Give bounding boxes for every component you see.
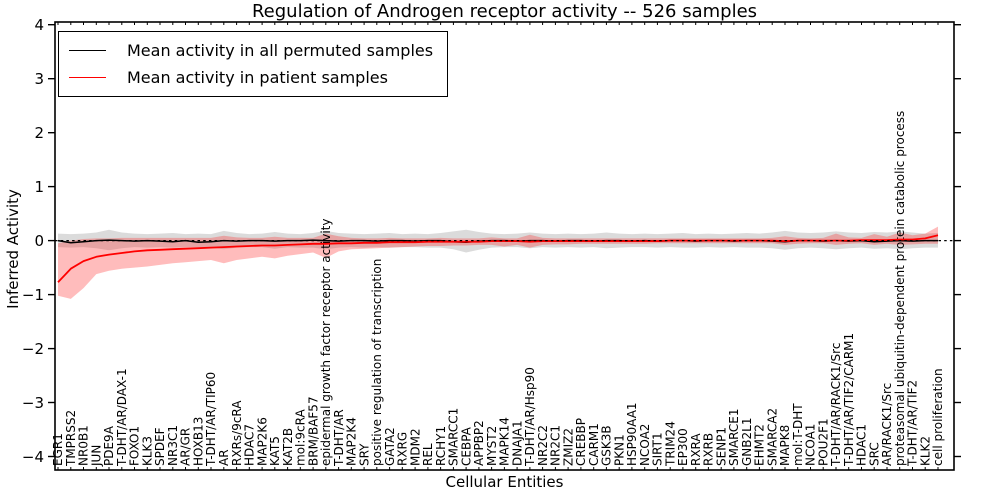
legend-item-patient: Mean activity in patient samples (69, 64, 433, 91)
x-category-label: cell proliferation (931, 368, 945, 466)
x-category-label: GATA2 (383, 427, 397, 466)
x-category-label: AR (217, 449, 231, 466)
x-category-label: TMPRSS2 (64, 410, 78, 467)
x-category-label: T-DHT/AR (332, 409, 346, 467)
x-category-label: SMARCC1 (447, 408, 461, 466)
x-axis-title: Cellular Entities (445, 473, 564, 491)
x-category-label: KAT2B (281, 428, 295, 466)
y-tick-label: 4 (34, 16, 44, 34)
x-category-label: NR3C1 (166, 425, 180, 466)
x-category-label: AR/RACK1/Src (880, 383, 894, 466)
x-category-label: T-DHT/AR/TIF2/CARM1 (842, 333, 856, 467)
x-category-label: RXRG (396, 432, 410, 466)
x-category-label: T-DHT/AR/DAX-1 (115, 368, 129, 467)
x-category-label: BRM/BAF57 (306, 396, 320, 466)
x-category-label: SMARCE1 (727, 408, 741, 466)
y-tick-label: −1 (22, 286, 44, 304)
x-category-label: CREBBP (574, 418, 588, 466)
y-tick-label: 3 (34, 70, 44, 88)
x-category-label: NCOA1 (804, 424, 818, 466)
x-category-label: KAT5 (268, 436, 282, 466)
chart-title: Regulation of Androgen receptor activity… (251, 1, 758, 22)
x-category-label: NCOA2 (638, 424, 652, 466)
x-category-label: proteasomal ubiquitin-dependent protein … (893, 111, 907, 466)
x-category-label: NR0B1 (77, 425, 91, 466)
x-category-label: SENP1 (714, 427, 728, 466)
x-category-label: RXRs/9cRA (230, 400, 244, 466)
x-category-label: T-DHT/AR/TIF2 (906, 380, 920, 467)
x-category-label: MAPK14 (498, 417, 512, 466)
x-category-label: SIRT1 (651, 432, 665, 466)
x-category-label: SRY (357, 443, 371, 466)
x-category-label: HOXB13 (192, 417, 206, 466)
y-tick-label: −3 (22, 394, 44, 412)
y-tick-label: −4 (22, 448, 44, 466)
x-category-label: SPDEF (153, 427, 167, 466)
y-tick-label: −2 (22, 340, 44, 358)
x-category-label: EHMT2 (753, 424, 767, 466)
legend-label-permuted: Mean activity in all permuted samples (127, 41, 434, 60)
x-category-label: RXRA (689, 433, 703, 466)
x-category-label: KLK2 (918, 436, 932, 466)
x-category-label: APPBP2 (472, 420, 486, 466)
legend-label-patient: Mean activity in patient samples (127, 68, 388, 87)
x-category-label: CARM1 (587, 423, 601, 466)
x-category-label: positive regulation of transcription (370, 259, 384, 466)
x-category-label: PDE9A (102, 425, 116, 466)
x-category-label: PKN1 (612, 434, 626, 466)
x-category-label: DNAJA1 (510, 420, 524, 466)
y-tick-label: 0 (34, 232, 44, 250)
x-category-label: GSK3B (600, 425, 614, 466)
x-category-label: NR2C1 (549, 425, 563, 466)
patient-line-swatch (69, 77, 106, 78)
x-category-label: GNB2L1 (740, 418, 754, 466)
x-category-label: MAPK8 (778, 425, 792, 466)
y-tick-label: 2 (34, 124, 44, 142)
x-category-label: EP300 (676, 428, 690, 466)
x-category-label: FOXO1 (128, 426, 142, 466)
x-category-label: HDAC7 (243, 424, 257, 466)
x-category-label: SRC (867, 442, 881, 466)
x-category-label: T-DHT/AR/TIP60 (204, 372, 218, 467)
x-category-label: MYST2 (485, 426, 499, 466)
x-category-label: CEBPA (459, 426, 473, 466)
x-category-label: MAP2K4 (345, 417, 359, 466)
x-category-label: TRIM24 (663, 421, 677, 467)
y-tick-label: 1 (34, 178, 44, 196)
legend: Mean activity in all permuted samples Me… (58, 31, 449, 97)
x-category-label: RCHY1 (434, 426, 448, 466)
x-category-label: ZMIZ2 (561, 428, 575, 466)
x-category-label: SMARCA2 (765, 408, 779, 466)
x-category-label: REL (421, 443, 435, 466)
permuted-line-swatch (69, 50, 106, 51)
x-category-label: MDM2 (408, 428, 422, 466)
x-category-label: POU2F1 (816, 418, 830, 466)
y-axis-title: Inferred Activity (4, 189, 22, 309)
x-category-label: AR/GR (179, 428, 193, 466)
legend-item-permuted: Mean activity in all permuted samples (69, 37, 433, 64)
x-category-label: mol:T-DHT (791, 403, 805, 466)
x-category-label: HDAC1 (855, 424, 869, 466)
x-category-label: RXRB (702, 433, 716, 466)
x-category-label: mol:9cRA (294, 409, 308, 466)
x-category-label: KLK3 (141, 436, 155, 466)
x-category-label: JUN (90, 445, 104, 467)
x-category-label: T-DHT/AR/RACK1/Src (829, 343, 843, 467)
x-category-label: epidermal growth factor receptor activit… (319, 219, 333, 466)
x-category-label: NR2C2 (536, 425, 550, 466)
x-category-label: MAP2K6 (255, 417, 269, 466)
x-category-label: HSP90AA1 (625, 402, 639, 466)
x-category-label: T-DHT/AR/Hsp90 (523, 367, 537, 467)
